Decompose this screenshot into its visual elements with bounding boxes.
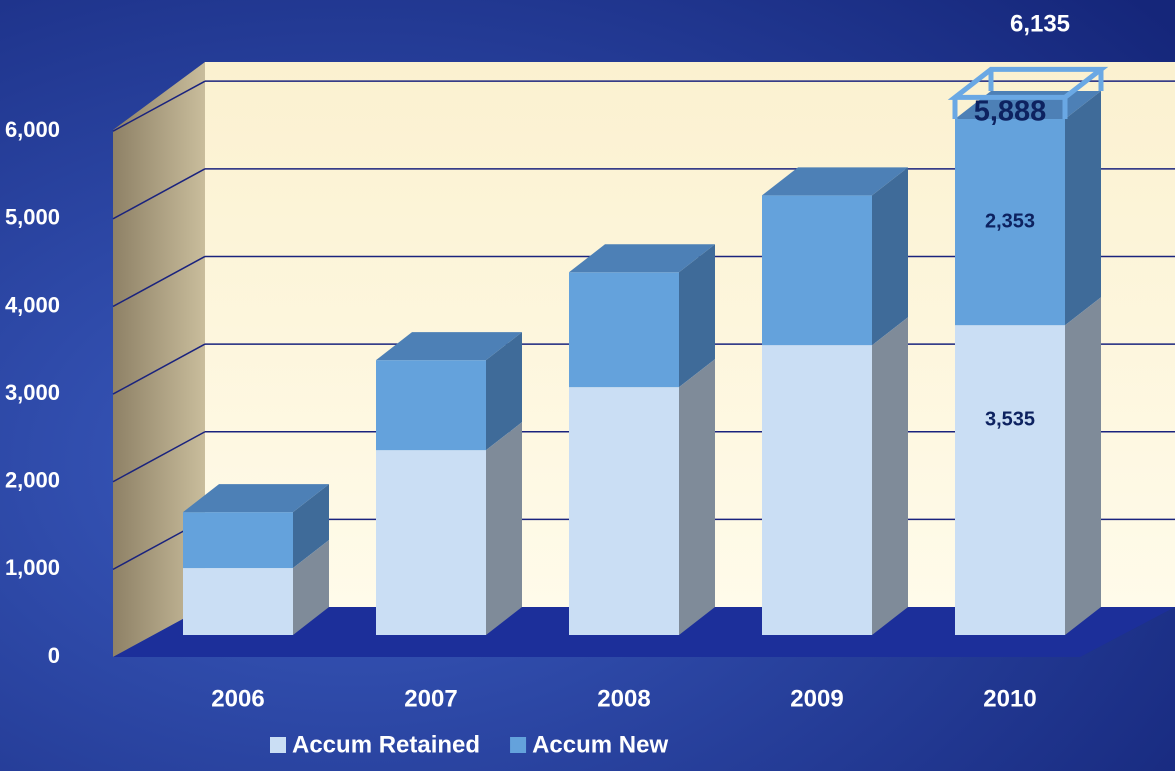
projection-label: 6,135	[1010, 10, 1070, 37]
bar	[569, 387, 679, 635]
x-tick-label: 2010	[983, 685, 1036, 712]
bar-side	[293, 540, 329, 635]
left-wall	[113, 62, 205, 657]
bar-top	[762, 167, 908, 196]
bar-side	[1065, 91, 1101, 326]
y-tick-label: 6,000	[5, 117, 60, 142]
bar-top	[569, 244, 715, 273]
x-tick-label: 2009	[790, 685, 843, 712]
bar-side	[1065, 297, 1101, 635]
bar-side	[679, 359, 715, 635]
legend-swatch	[270, 737, 286, 753]
y-tick-label: 3,000	[5, 380, 60, 405]
grid-line	[112, 343, 206, 395]
bar-side	[872, 317, 908, 635]
bar	[183, 568, 293, 635]
y-tick-label: 0	[48, 643, 60, 668]
y-tick-label: 5,000	[5, 205, 60, 230]
legend-label: Accum New	[532, 731, 668, 758]
bar	[762, 345, 872, 635]
grid-line	[112, 431, 206, 483]
grid-line	[112, 168, 206, 220]
data-label: 3,535	[985, 408, 1035, 430]
x-tick-label: 2007	[404, 685, 457, 712]
data-label: 2,353	[985, 210, 1035, 232]
bar	[376, 450, 486, 635]
bar-top	[183, 484, 329, 513]
bar-top	[376, 332, 522, 361]
bar	[762, 195, 872, 346]
bar	[376, 360, 486, 451]
x-tick-label: 2008	[597, 685, 650, 712]
legend-label: Accum Retained	[292, 731, 480, 758]
bar-side	[486, 422, 522, 635]
total-label: 5,888	[974, 96, 1047, 128]
bar	[183, 512, 293, 569]
grid-line	[112, 80, 206, 132]
bar	[569, 272, 679, 388]
x-tick-label: 2006	[211, 685, 264, 712]
bar-side	[293, 484, 329, 569]
bar-side	[679, 244, 715, 388]
bar	[955, 119, 1065, 326]
y-tick-label: 4,000	[5, 292, 60, 317]
grid-line	[112, 255, 206, 308]
y-tick-label: 1,000	[5, 555, 60, 580]
bar-side	[486, 332, 522, 451]
bar-side	[872, 167, 908, 346]
legend-swatch	[510, 737, 527, 753]
bar	[955, 325, 1065, 635]
y-tick-label: 2,000	[5, 468, 60, 493]
